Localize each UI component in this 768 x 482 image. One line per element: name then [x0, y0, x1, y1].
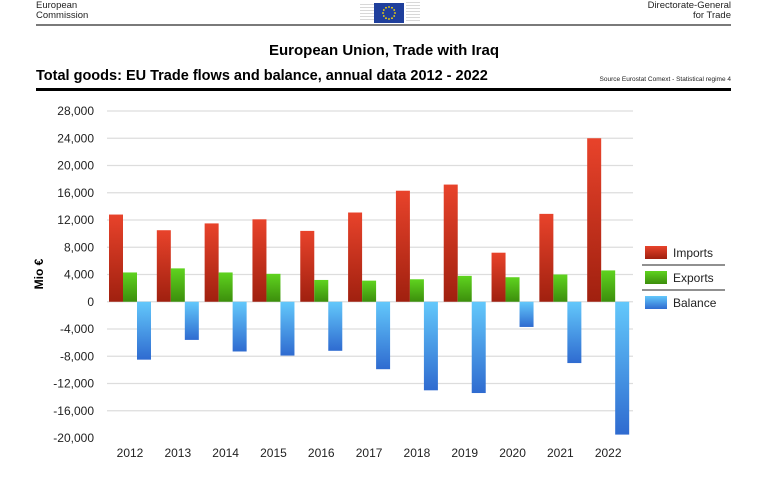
x-tick-label: 2020: [499, 446, 526, 460]
import-bar: [204, 223, 219, 302]
y-tick-label: 16,000: [57, 186, 94, 200]
import-bar: [156, 230, 171, 302]
x-tick-label: 2016: [308, 446, 335, 460]
legend-imports: Imports: [642, 246, 725, 266]
balance-bar: [232, 301, 247, 352]
balance-bar: [471, 301, 486, 394]
y-tick-label: 8,000: [64, 240, 94, 254]
header-divider: [36, 24, 731, 26]
title-divider: [36, 88, 731, 91]
legend-balance: Balance: [645, 296, 717, 310]
dg-name-line1: Directorate-General: [647, 0, 731, 11]
balance-bar: [280, 301, 295, 356]
dg-name-line2: for Trade: [692, 10, 731, 21]
x-tick-label: 2019: [451, 446, 478, 460]
y-tick-label: 12,000: [57, 213, 94, 227]
balance-bar: [423, 301, 438, 391]
import-bar: [443, 184, 458, 302]
import-bar: [539, 213, 554, 302]
page-title: European Union, Trade with Iraq: [268, 42, 500, 59]
import-bar: [109, 214, 123, 302]
import-bar: [348, 212, 363, 302]
y-tick-label: -16,000: [53, 404, 94, 418]
import-bar: [395, 190, 410, 302]
x-axis-ticks: 2012 2013 2014 2015 2016 2017 2018 2019 2020 2021…: [117, 446, 622, 460]
org-name-line2: Commission: [36, 10, 89, 21]
y-axis-label: Mio €: [32, 258, 46, 289]
source-note: Source Eurostat Comext - Statistical reg…: [599, 76, 732, 83]
y-tick-label: -4,000: [60, 322, 94, 336]
balance-bar: [376, 301, 391, 370]
export-bar: [409, 279, 424, 302]
legend-exports: Exports: [642, 271, 725, 291]
bars: [109, 138, 630, 435]
x-tick-label: 2021: [547, 446, 574, 460]
y-tick-label: 0: [87, 295, 94, 309]
import-bar: [491, 252, 506, 302]
eu-flag-icon: [374, 3, 404, 23]
legend-label: Balance: [673, 296, 717, 310]
import-bar: [252, 219, 267, 302]
legend-swatch: [645, 271, 667, 284]
y-tick-label: -12,000: [53, 377, 94, 391]
y-tick-label: 24,000: [57, 131, 94, 145]
export-bar: [218, 272, 233, 302]
export-bar: [505, 277, 520, 302]
x-tick-label: 2012: [117, 446, 144, 460]
export-bar: [362, 280, 377, 302]
x-tick-label: 2017: [356, 446, 383, 460]
export-bar: [601, 270, 616, 302]
y-tick-label: 4,000: [64, 268, 94, 282]
y-tick-label: 28,000: [57, 104, 94, 118]
balance-bar: [137, 301, 151, 360]
balance-bar: [615, 301, 630, 435]
balance-bar: [328, 301, 343, 351]
legend-label: Imports: [673, 246, 713, 260]
balance-bar: [519, 301, 534, 327]
x-tick-label: 2013: [164, 446, 191, 460]
import-bar: [300, 230, 315, 302]
legend-swatch: [645, 296, 667, 309]
chart-title: Total goods: EU Trade flows and balance,…: [36, 68, 488, 84]
org-name-line1: European: [36, 0, 78, 11]
org-name: European Commission: [36, 1, 88, 21]
dg-name: Directorate-General for Trade: [648, 1, 731, 21]
balance-bar: [567, 301, 582, 364]
balance-bar: [184, 301, 199, 340]
y-tick-label: -8,000: [60, 349, 94, 363]
x-tick-label: 2015: [260, 446, 287, 460]
export-bar: [123, 272, 137, 302]
y-axis-ticks: 28,000 24,000 20,000 16,000 12,000 8,000 4,000…: [53, 104, 94, 445]
x-tick-label: 2022: [595, 446, 622, 460]
x-tick-label: 2018: [404, 446, 431, 460]
export-bar: [457, 275, 472, 302]
legend-swatch: [645, 246, 667, 259]
gridlines: [107, 110, 633, 412]
export-bar: [553, 274, 568, 302]
y-tick-label: 20,000: [57, 159, 94, 173]
legend: Imports Exports Balance: [642, 246, 725, 310]
legend-label: Exports: [673, 271, 714, 285]
import-bar: [587, 138, 602, 302]
x-tick-label: 2014: [212, 446, 239, 460]
export-bar: [170, 268, 185, 302]
export-bar: [266, 273, 281, 302]
ec-building-logo: [360, 2, 420, 21]
export-bar: [314, 279, 329, 302]
y-tick-label: -20,000: [53, 431, 94, 445]
